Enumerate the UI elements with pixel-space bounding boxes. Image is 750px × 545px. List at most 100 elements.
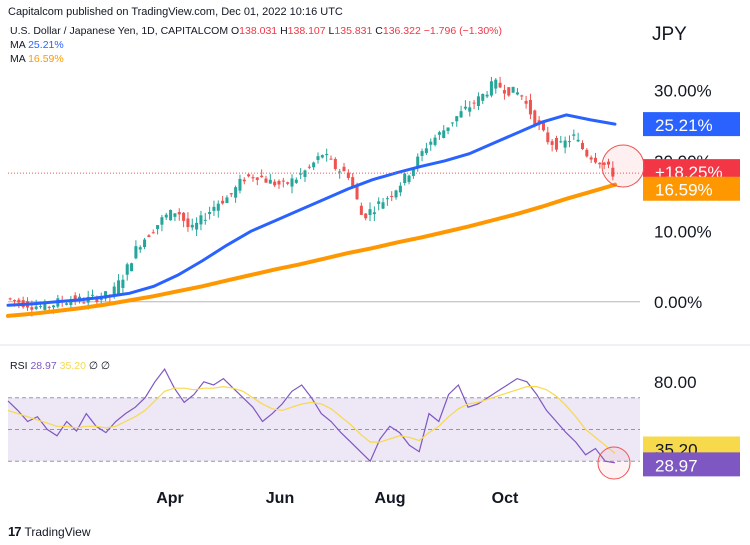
- candle-body: [411, 168, 415, 176]
- rsi-line: [7, 367, 616, 464]
- candle-body: [52, 305, 56, 308]
- ma-blue-label: MA: [10, 39, 26, 51]
- candle-body: [433, 137, 437, 145]
- candle-body: [203, 219, 207, 221]
- rsi-legend: RSI 28.97 35.20 ∅ ∅: [10, 360, 110, 372]
- low-label: L: [328, 25, 335, 37]
- currency-label: JPY: [652, 24, 687, 45]
- ma-blue-legend: MA 25.21%: [10, 39, 64, 51]
- candle-body: [429, 141, 433, 145]
- candle-body: [39, 306, 43, 308]
- annotation-circles: [597, 144, 645, 480]
- candle-body: [247, 174, 251, 177]
- candle-body: [359, 205, 363, 215]
- candle-body: [277, 180, 281, 185]
- candle-body: [65, 303, 69, 305]
- rsi-circle-annotation: [597, 446, 631, 480]
- candle-body: [316, 156, 320, 160]
- time-tick-label: Aug: [374, 490, 405, 507]
- candle-body: [468, 107, 472, 112]
- ma-orange-label: MA: [10, 53, 26, 65]
- candle-body: [494, 79, 498, 89]
- candle-body: [550, 141, 554, 145]
- candle-body: [437, 132, 441, 135]
- ma-blue-line: [6, 113, 617, 307]
- candle-body: [216, 203, 220, 211]
- candle-body: [208, 212, 212, 215]
- rsi-badge-bg: [643, 452, 740, 477]
- candle-body: [69, 300, 73, 305]
- candle-body: [234, 187, 238, 198]
- publisher-line: Capitalcom published on TradingView.com,…: [8, 6, 343, 18]
- tradingview-logo-icon: 17: [8, 524, 22, 539]
- candle-body: [394, 190, 398, 198]
- candle-body: [407, 175, 411, 183]
- change-value: −1.796 (−1.30%): [423, 25, 502, 37]
- time-tick-label: Jun: [266, 490, 294, 507]
- candle-body: [17, 299, 21, 303]
- candle-body: [138, 247, 142, 250]
- candle-body: [541, 122, 545, 131]
- candle-body: [338, 171, 342, 173]
- candle-body: [143, 239, 147, 248]
- footer-brand: 17 TradingView: [8, 524, 91, 539]
- candle-body: [390, 195, 394, 197]
- price-tick-label: 30.00%: [654, 81, 712, 100]
- candle-body: [502, 90, 506, 94]
- candle-body: [260, 175, 264, 178]
- candle-body: [177, 212, 181, 215]
- candle-body: [381, 202, 385, 209]
- ma-orange-line: [6, 182, 617, 318]
- rsi-extra-2: ∅: [100, 360, 111, 372]
- candle-body: [485, 94, 489, 97]
- candle-body: [511, 86, 515, 93]
- candle-body: [8, 298, 12, 300]
- candle-body: [117, 280, 121, 294]
- open-label: O: [231, 25, 240, 37]
- candle-body: [524, 100, 528, 104]
- candle-body: [459, 111, 463, 118]
- high-label: H: [280, 25, 288, 37]
- candle-body: [372, 212, 376, 215]
- candle-body: [264, 178, 268, 183]
- ma-orange-value: 16.59%: [28, 53, 64, 65]
- rsi-extra-1: ∅: [88, 360, 98, 372]
- candle-body: [368, 209, 372, 215]
- candle-body: [346, 172, 350, 178]
- candle-body: [190, 224, 194, 228]
- candle-body: [398, 185, 402, 193]
- candle-body: [229, 193, 233, 195]
- candle-body: [333, 158, 337, 169]
- candle-body: [147, 235, 151, 238]
- rsi-badge: 28.97: [655, 456, 698, 475]
- candle-body: [546, 132, 550, 143]
- candle-body: [91, 294, 95, 296]
- candle-body: [182, 212, 186, 221]
- candle-body: [606, 161, 611, 165]
- candle-body: [47, 306, 51, 308]
- candle-body: [186, 218, 190, 228]
- candle-body: [12, 299, 17, 301]
- price-pane: [0, 76, 750, 346]
- close-value: 136.322: [382, 25, 421, 37]
- candle-body: [242, 179, 246, 182]
- candle-body: [342, 166, 346, 172]
- candle-body: [442, 130, 446, 138]
- candle-body: [130, 263, 134, 272]
- candle-body: [290, 178, 294, 187]
- candle-body: [238, 178, 242, 191]
- candle-body: [73, 295, 77, 302]
- candle-body: [151, 232, 155, 234]
- ma-orange-legend: MA 16.59%: [10, 53, 64, 65]
- candle-body: [221, 200, 225, 204]
- candle-body: [121, 279, 125, 288]
- time-tick-label: Oct: [492, 490, 519, 507]
- candle-body: [299, 173, 303, 175]
- candle-body: [450, 122, 454, 124]
- candle-body: [325, 153, 329, 156]
- price-tick-label: 0.00%: [654, 293, 702, 312]
- ma-orange-badge: 16.59%: [655, 181, 713, 200]
- close-label: C: [375, 25, 383, 37]
- candle-body: [43, 302, 47, 310]
- candle-body: [273, 181, 277, 186]
